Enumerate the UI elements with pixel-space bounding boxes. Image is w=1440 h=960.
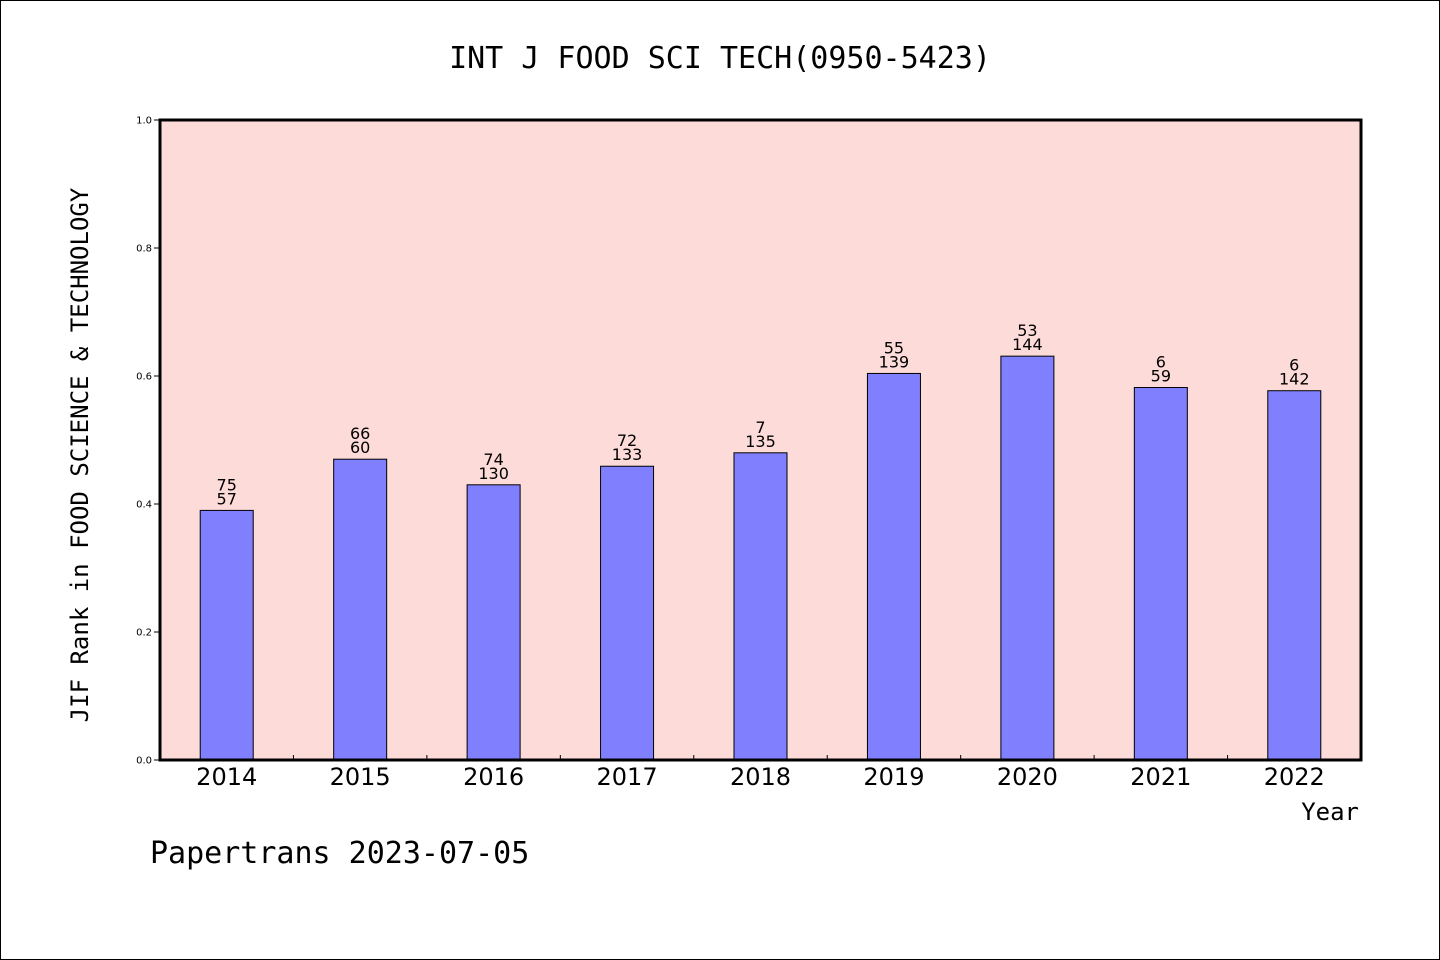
data-label-bottom: 144 — [1012, 335, 1043, 354]
x-tick-label: 2019 — [863, 763, 924, 791]
y-tick-label: 0.8 — [136, 244, 152, 255]
bar-2016 — [466, 484, 521, 761]
bar-2018 — [733, 452, 788, 761]
data-label-bottom: 139 — [879, 352, 910, 371]
data-label-top: 74 — [483, 450, 503, 469]
x-tick-label: 2017 — [597, 763, 658, 791]
y-axis-label: JIF Rank in FOOD SCIENCE & TECHNOLOGY — [66, 187, 94, 722]
y-tick-label: 1.0 — [136, 116, 152, 127]
bar-2020 — [1000, 355, 1055, 761]
y-tick-label: 0.4 — [136, 500, 152, 511]
bar-2015 — [333, 458, 388, 761]
x-axis-label: Year — [1301, 798, 1359, 826]
bar-2014 — [199, 509, 254, 761]
chart-title: INT J FOOD SCI TECH(0950-5423) — [449, 41, 991, 76]
data-label-top: 72 — [617, 431, 637, 450]
bar-2022 — [1267, 390, 1322, 761]
data-label-bottom: 130 — [478, 464, 509, 483]
y-tick-label: 0.2 — [136, 628, 152, 639]
data-label-bottom: 135 — [745, 432, 776, 451]
bar-2021 — [1133, 387, 1188, 761]
bar-series — [199, 355, 1322, 761]
data-label-bottom: 142 — [1279, 370, 1310, 389]
bar-2019 — [866, 372, 921, 761]
bar-2017 — [600, 465, 655, 761]
data-label-bottom: 60 — [350, 438, 370, 457]
x-axis: 2014 2015 2016 2017 2018 2019 2020 2021 2022 — [196, 755, 1325, 791]
data-label-bottom: 57 — [217, 489, 237, 508]
x-tick-label: 2022 — [1264, 763, 1325, 791]
data-label-top: 75 — [217, 475, 237, 494]
data-label-top: 55 — [884, 338, 904, 357]
data-label-top: 66 — [350, 424, 370, 443]
data-label-top: 6 — [1289, 356, 1299, 375]
x-tick-label: 2018 — [730, 763, 791, 791]
plot-border — [158, 118, 1363, 762]
y-tick-label: 0.6 — [136, 372, 152, 383]
data-label-top: 7 — [755, 418, 765, 437]
x-tick-label: 2016 — [463, 763, 524, 791]
data-label-top: 6 — [1156, 353, 1166, 372]
data-label-top: 53 — [1017, 321, 1037, 340]
data-label-bottom: 59 — [1151, 367, 1171, 386]
x-tick-label: 2015 — [330, 763, 391, 791]
data-label-bottom: 133 — [612, 445, 643, 464]
y-tick-label: 0.0 — [136, 756, 152, 767]
x-tick-label: 2014 — [196, 763, 257, 791]
x-tick-label: 2021 — [1130, 763, 1191, 791]
y-axis: 0.0 0.2 0.4 0.6 0.8 1.0 — [136, 116, 160, 767]
footer-credit: Papertrans 2023-07-05 — [150, 836, 529, 871]
x-tick-label: 2020 — [997, 763, 1058, 791]
